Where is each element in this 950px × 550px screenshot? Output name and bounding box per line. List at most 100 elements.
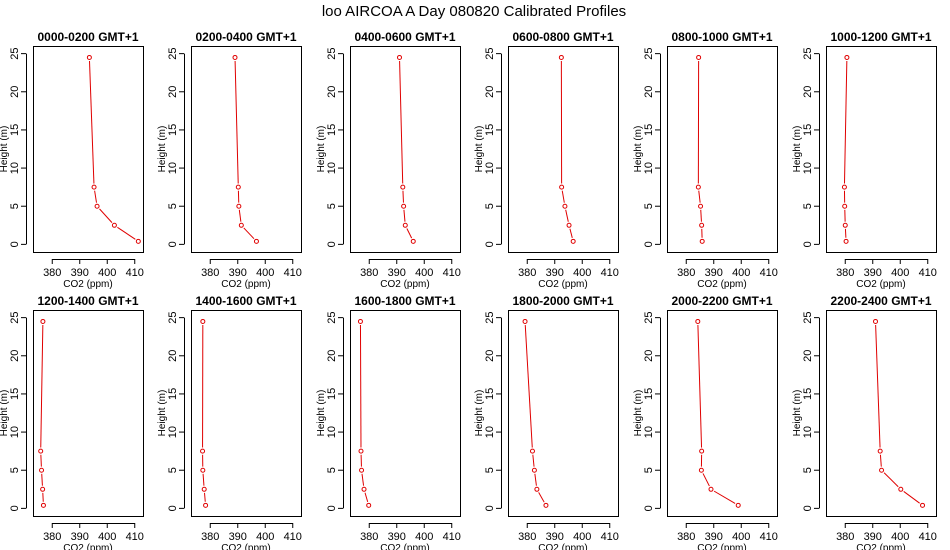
- profile-point: [39, 467, 45, 473]
- x-tick-label: 390: [71, 267, 89, 279]
- y-tick-label: 15: [643, 124, 655, 136]
- y-tick-label: 0: [9, 505, 21, 511]
- x-tick-label: 410: [601, 531, 619, 543]
- y-tick-label: 10: [326, 162, 338, 174]
- profile-point: [877, 448, 883, 454]
- profile-point: [238, 222, 244, 228]
- x-tick-label: 400: [891, 531, 909, 543]
- profile-point: [873, 318, 878, 324]
- y-tick-label: 0: [326, 241, 338, 247]
- y-tick-label: 20: [9, 86, 21, 98]
- plot-frame: [508, 310, 619, 517]
- y-axis-label: Height (m): [316, 390, 327, 437]
- profile-point: [844, 54, 850, 60]
- plot-frame: [33, 46, 144, 253]
- x-tick-label: 410: [284, 267, 302, 279]
- y-tick-label: 20: [167, 86, 179, 98]
- profile-point: [397, 54, 402, 60]
- plot-frame: [33, 310, 144, 517]
- profile-point: [699, 222, 705, 228]
- x-tick-label: 400: [573, 531, 591, 543]
- x-tick-label: 400: [732, 267, 750, 279]
- y-tick-label: 0: [484, 505, 496, 511]
- profile-point: [898, 486, 904, 492]
- profile-point: [559, 184, 565, 190]
- x-axis-label: CO2 (ppm): [856, 279, 905, 290]
- profile-point: [534, 486, 540, 492]
- profile-line-segment: [561, 190, 565, 203]
- panel-title: 1600-1800 GMT+1: [354, 294, 455, 308]
- profile-point: [841, 184, 847, 190]
- y-tick-label: 20: [643, 86, 655, 98]
- profile-point: [531, 467, 537, 473]
- y-axis-label: Height (m): [633, 390, 644, 437]
- x-axis-label: CO2 (ppm): [63, 543, 112, 550]
- y-tick-label: 10: [802, 162, 814, 174]
- profile-line-segment: [700, 209, 702, 222]
- y-tick-label: 0: [484, 241, 496, 247]
- profile-point: [558, 54, 564, 60]
- profile-line-segment: [532, 454, 535, 467]
- profile-point: [358, 448, 364, 454]
- x-tick-label: 390: [705, 267, 723, 279]
- x-axis-label: CO2 (ppm): [221, 279, 270, 290]
- profile-point: [698, 203, 704, 209]
- y-tick-label: 15: [802, 124, 814, 136]
- panel-title: 1000-1200 GMT+1: [830, 30, 931, 44]
- y-tick-label: 25: [643, 48, 655, 60]
- x-axis-label: CO2 (ppm): [221, 543, 270, 550]
- profile-point: [695, 184, 701, 190]
- x-tick-label: 390: [546, 531, 564, 543]
- profile-point: [40, 486, 46, 492]
- y-tick-label: 15: [9, 388, 21, 400]
- y-tick-label: 0: [643, 241, 655, 247]
- y-tick-label: 0: [326, 505, 338, 511]
- profile-line-segment: [234, 61, 239, 184]
- x-tick-label: 410: [919, 531, 937, 543]
- y-tick-label: 20: [802, 350, 814, 362]
- profile-point: [201, 486, 207, 492]
- profile-line-segment: [875, 325, 881, 448]
- x-tick-label: 400: [98, 267, 116, 279]
- profile-line-segment: [883, 472, 899, 488]
- panel: 1800-2000 GMT+1 380 390 400 410 CO2 (ppm) 0 5 10…: [474, 294, 619, 550]
- x-tick-label: 410: [760, 531, 778, 543]
- x-tick-label: 380: [201, 531, 219, 543]
- x-tick-label: 380: [677, 267, 695, 279]
- y-tick-label: 5: [9, 467, 21, 473]
- x-tick-label: 390: [546, 267, 564, 279]
- profile-point: [699, 238, 705, 244]
- x-tick-label: 400: [415, 531, 433, 543]
- profile-line-segment: [403, 209, 406, 222]
- panel: 0000-0200 GMT+1 380 390 400 410 CO2 (ppm) 0 5 10…: [0, 30, 144, 290]
- panel-title: 0800-1000 GMT+1: [671, 30, 772, 44]
- y-tick-label: 0: [9, 241, 21, 247]
- profile-line-segment: [713, 490, 736, 504]
- x-tick-label: 380: [836, 531, 854, 543]
- y-tick-label: 25: [167, 48, 179, 60]
- x-tick-label: 400: [891, 267, 909, 279]
- plot-frame: [826, 46, 937, 253]
- profile-line-segment: [697, 325, 703, 448]
- x-tick-label: 400: [732, 531, 750, 543]
- x-axis-label: CO2 (ppm): [380, 279, 429, 290]
- x-tick-label: 400: [573, 267, 591, 279]
- x-tick-label: 390: [864, 267, 882, 279]
- profile-point: [529, 448, 535, 454]
- plot-frame: [191, 310, 302, 517]
- y-tick-label: 0: [802, 241, 814, 247]
- y-tick-label: 10: [9, 426, 21, 438]
- panel-title: 1800-2000 GMT+1: [512, 294, 613, 308]
- x-tick-label: 380: [360, 267, 378, 279]
- x-tick-label: 380: [677, 531, 695, 543]
- profile-point: [40, 502, 46, 508]
- y-tick-label: 0: [643, 505, 655, 511]
- y-tick-label: 5: [167, 203, 179, 209]
- panel: 1200-1400 GMT+1 380 390 400 410 CO2 (ppm) 0 5 10…: [0, 294, 144, 550]
- panel: 0400-0600 GMT+1 380 390 400 410 CO2 (ppm) 0 5 10…: [316, 30, 461, 290]
- y-tick-label: 20: [802, 86, 814, 98]
- profile-point: [91, 184, 97, 190]
- y-axis-label: Height (m): [157, 126, 168, 173]
- y-tick-label: 25: [167, 312, 179, 324]
- panel-title: 2200-2400 GMT+1: [830, 294, 931, 308]
